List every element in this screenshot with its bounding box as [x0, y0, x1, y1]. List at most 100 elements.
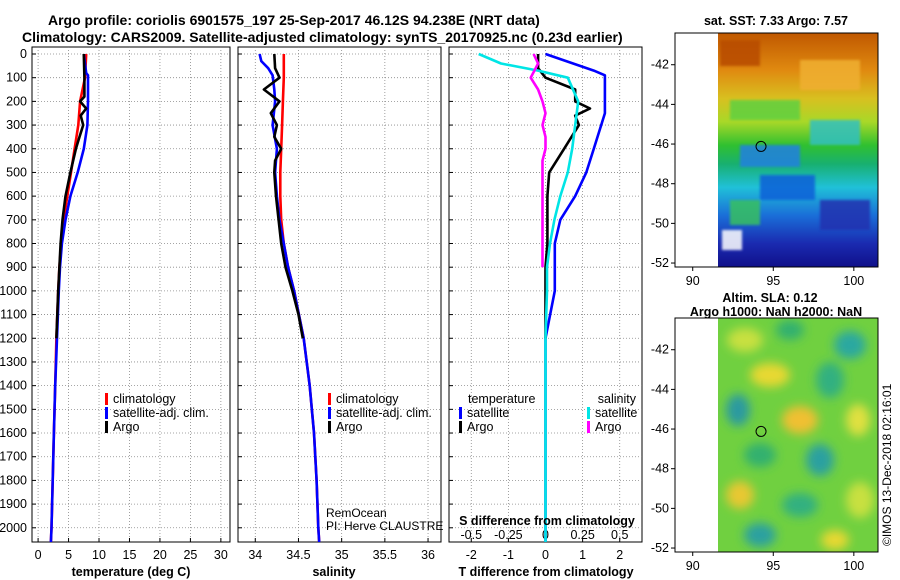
legend-swatch-s-satellite — [587, 407, 590, 419]
legend-swatch-argo — [328, 421, 331, 433]
top-x-tick-label: -0.25 — [494, 528, 523, 542]
series-line-t-argo — [536, 54, 592, 339]
x-tick-label: 0 — [542, 548, 549, 562]
sla-map-frame — [674, 317, 879, 553]
series-line-s-satellite — [478, 52, 580, 542]
temperature-legend: climatology satellite-adj. clim. Argo — [105, 392, 209, 434]
x-tick-labels: 0 5 10 15 20 25 30 34 34.5 35 35.5 36 -2 -1 0 1 2 -0.5 -0.… — [35, 528, 629, 562]
series-group-temperature — [49, 53, 90, 542]
depth-tick-label: 0 — [20, 47, 27, 61]
depth-tick-label: 1800 — [0, 473, 27, 487]
sla-map-title: Altim. SLA: 0.12 — [722, 291, 817, 305]
sst-map-axes: -42 -44 -46 -48 -50 -52 90 95 100 — [651, 58, 864, 288]
map-lat-label: -50 — [651, 501, 669, 515]
x-tick-label: 35 — [335, 548, 349, 562]
salinity-plot-area — [237, 46, 442, 543]
legend-heading-salinity: salinity — [598, 392, 637, 406]
series-line-satellite-adj-clim- — [49, 53, 90, 542]
depth-tick-label: 600 — [6, 189, 27, 203]
map-lat-label: -44 — [651, 97, 669, 111]
salinity-x-label: salinity — [312, 565, 355, 579]
legend-label-satellite: satellite-adj. clim. — [336, 406, 432, 420]
difference-x-label: T difference from climatology — [458, 565, 633, 579]
depth-tick-label: 100 — [6, 71, 27, 85]
map-lat-label: -46 — [651, 422, 669, 436]
imos-watermark: ©IMOS 13-Dec-2018 02:16:01 — [880, 383, 894, 546]
map-lat-label: -52 — [651, 256, 669, 270]
legend-label-climatology: climatology — [113, 392, 176, 406]
title-line-2: Climatology: CARS2009. Satellite-adjuste… — [22, 29, 623, 45]
depth-tick-label: 700 — [6, 213, 27, 227]
depth-tick-label: 1200 — [0, 331, 27, 345]
legend-swatch-t-satellite — [459, 407, 462, 419]
depth-tick-label: 1300 — [0, 355, 27, 369]
x-tick-label: 1 — [579, 548, 586, 562]
series-line-argo — [55, 53, 88, 339]
legend-label-argo: Argo — [113, 420, 139, 434]
profile-series — [49, 52, 607, 542]
sla-map-subtitle: Argo h1000: NaN h2000: NaN — [690, 305, 862, 319]
title-line-1: Argo profile: coriolis 6901575_197 25-Se… — [48, 12, 540, 28]
map-lat-label: -48 — [651, 177, 669, 191]
legend-swatch-climatology — [328, 393, 331, 405]
map-lat-label: -50 — [651, 216, 669, 230]
map-lat-label: -48 — [651, 462, 669, 476]
depth-tick-label: 1100 — [0, 308, 27, 322]
sst-map-frame — [674, 32, 879, 268]
top-x-tick-label: -0.5 — [460, 528, 482, 542]
depth-tick-label: 1400 — [0, 379, 27, 393]
difference-legend: temperature salinity satellite Argo sate… — [459, 392, 637, 434]
series-group-salinity — [258, 53, 321, 542]
depth-tick-label: 800 — [6, 237, 27, 251]
credit-text: RemOcean — [326, 506, 387, 520]
x-tick-label: 36 — [421, 548, 435, 562]
legend-label-argo: Argo — [336, 420, 362, 434]
depth-tick-label: 2000 — [0, 521, 27, 535]
depth-tick-label: 1000 — [0, 284, 27, 298]
depth-tick-label: 1600 — [0, 426, 27, 440]
legend-swatch-s-argo — [587, 421, 590, 433]
difference-top-x-label: S difference from climatology — [459, 514, 635, 528]
x-tick-label: -1 — [503, 548, 514, 562]
x-tick-label: 5 — [65, 548, 72, 562]
series-line-argo — [262, 53, 305, 339]
legend-label-t-argo: Argo — [467, 420, 493, 434]
series-line-t-satellite — [544, 52, 607, 542]
map-lat-label: -52 — [651, 541, 669, 555]
legend-swatch-climatology — [105, 393, 108, 405]
pi-text: PI: Herve CLAUSTRE — [326, 519, 443, 533]
depth-tick-label: 500 — [6, 165, 27, 179]
legend-heading-temperature: temperature — [468, 392, 535, 406]
x-tick-label: 34.5 — [286, 548, 310, 562]
sla-argo-position-marker — [755, 425, 767, 437]
depth-tick-label: 300 — [6, 118, 27, 132]
legend-label-satellite: satellite-adj. clim. — [113, 406, 209, 420]
legend-swatch-satellite — [328, 407, 331, 419]
x-tick-label: 20 — [153, 548, 167, 562]
sla-map — [675, 318, 878, 552]
x-tick-label: 30 — [214, 548, 228, 562]
temperature-x-label: temperature (deg C) — [72, 565, 191, 579]
map-lat-label: -42 — [651, 58, 669, 72]
depth-tick-label: 400 — [6, 142, 27, 156]
x-tick-label: 34 — [248, 548, 262, 562]
map-lat-label: -44 — [651, 382, 669, 396]
map-lat-label: -42 — [651, 343, 669, 357]
map-lon-label: 90 — [686, 559, 700, 573]
sst-map — [675, 33, 878, 267]
map-lon-label: 100 — [843, 274, 864, 288]
x-tick-label: 25 — [183, 548, 197, 562]
depth-axis: 0 100 200 300 400 500 600 700 800 900 1000 1100 1200… — [0, 47, 27, 535]
x-tick-label: 10 — [92, 548, 106, 562]
map-lon-label: 95 — [766, 274, 780, 288]
map-lon-label: 100 — [843, 559, 864, 573]
legend-label-s-argo: Argo — [595, 420, 621, 434]
map-lat-label: -46 — [651, 137, 669, 151]
x-tick-label: 35.5 — [373, 548, 397, 562]
depth-tick-label: 1700 — [0, 450, 27, 464]
legend-swatch-t-argo — [459, 421, 462, 433]
top-x-tick-label: 0.25 — [570, 528, 594, 542]
depth-tick-label: 1500 — [0, 402, 27, 416]
salinity-legend: climatology satellite-adj. clim. Argo — [328, 392, 432, 434]
legend-label-climatology: climatology — [336, 392, 399, 406]
